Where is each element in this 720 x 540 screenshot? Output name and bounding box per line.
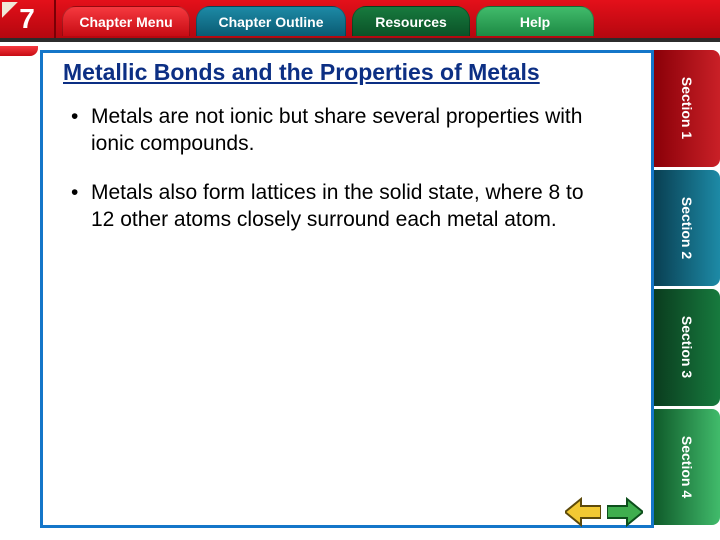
tab-label: Help [520, 14, 550, 30]
content-frame: Metallic Bonds and the Properties of Met… [40, 50, 654, 528]
section-tab-3[interactable]: Section 3 [654, 289, 720, 406]
resources-tab[interactable]: Resources [352, 6, 470, 36]
slide-title: Metallic Bonds and the Properties of Met… [63, 59, 637, 86]
page-navigation [565, 497, 643, 527]
previous-page-button[interactable] [565, 497, 601, 527]
arrow-left-icon [565, 497, 601, 527]
section-tab-label: Section 4 [679, 436, 695, 498]
bullet-list: Metals are not ionic but share several p… [63, 104, 637, 234]
section-tab-label: Section 1 [679, 77, 695, 139]
section-tab-1[interactable]: Section 1 [654, 50, 720, 167]
help-tab[interactable]: Help [476, 6, 594, 36]
main-area: Metallic Bonds and the Properties of Met… [0, 46, 720, 540]
slide-content: Metallic Bonds and the Properties of Met… [43, 53, 651, 270]
arrow-right-icon [607, 497, 643, 527]
bullet-item: Metals also form lattices in the solid s… [91, 180, 637, 234]
section-tab-2[interactable]: Section 2 [654, 170, 720, 287]
chapter-number: 7 [19, 3, 35, 35]
bullet-item: Metals are not ionic but share several p… [91, 104, 637, 158]
chapter-outline-tab[interactable]: Chapter Outline [196, 6, 346, 36]
section-tab-label: Section 2 [679, 197, 695, 259]
chapter-menu-tab[interactable]: Chapter Menu [62, 6, 190, 36]
next-page-button[interactable] [607, 497, 643, 527]
top-navigation-bar: 7 Chapter Menu Chapter Outline Resources… [0, 0, 720, 42]
tab-label: Chapter Outline [218, 14, 323, 30]
tab-label: Chapter Menu [79, 14, 172, 30]
tab-label: Resources [375, 14, 447, 30]
section-tab-4[interactable]: Section 4 [654, 409, 720, 526]
section-tab-label: Section 3 [679, 316, 695, 378]
chapter-number-badge: 7 [0, 0, 56, 38]
section-tabs: Section 1 Section 2 Section 3 Section 4 [654, 50, 720, 528]
